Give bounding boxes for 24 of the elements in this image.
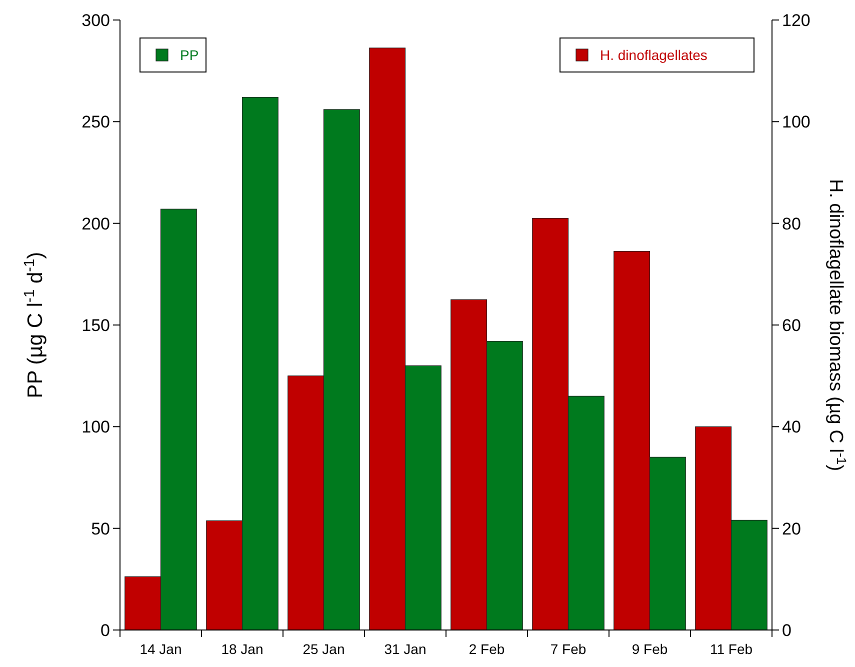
x-tick-label: 14 Jan [140, 641, 182, 657]
y2-tick-label: 80 [782, 214, 801, 234]
y-tick-label: 250 [82, 112, 110, 132]
x-tick-label: 31 Jan [384, 641, 426, 657]
y2-tick-label: 40 [782, 418, 801, 437]
x-tick-label: 25 Jan [302, 641, 345, 657]
x-tick-label: 11 Feb [710, 641, 753, 657]
x-tick-label: 7 Feb [550, 641, 586, 657]
x-tick-label: 2 Feb [468, 641, 505, 657]
y2-tick-label: 20 [782, 519, 801, 538]
y-tick-label: 0 [100, 621, 110, 640]
x-tick-label: 9 Feb [632, 641, 668, 657]
y-tick-label: 100 [82, 418, 110, 437]
x-tick-label: 18 Jan [221, 641, 264, 657]
legend-label: H. dinoflagellates [600, 47, 708, 63]
y-tick-label: 300 [82, 11, 110, 30]
y-tick-label: 200 [82, 214, 110, 234]
y2-tick-label: 60 [782, 316, 801, 335]
y2-tick-label: 100 [782, 112, 810, 132]
y2-tick-label: 120 [782, 11, 810, 30]
y2-tick-label: 0 [782, 621, 792, 640]
legend-label: PP [180, 47, 199, 63]
y-tick-label: 50 [91, 519, 110, 538]
y-tick-label: 150 [82, 316, 110, 335]
